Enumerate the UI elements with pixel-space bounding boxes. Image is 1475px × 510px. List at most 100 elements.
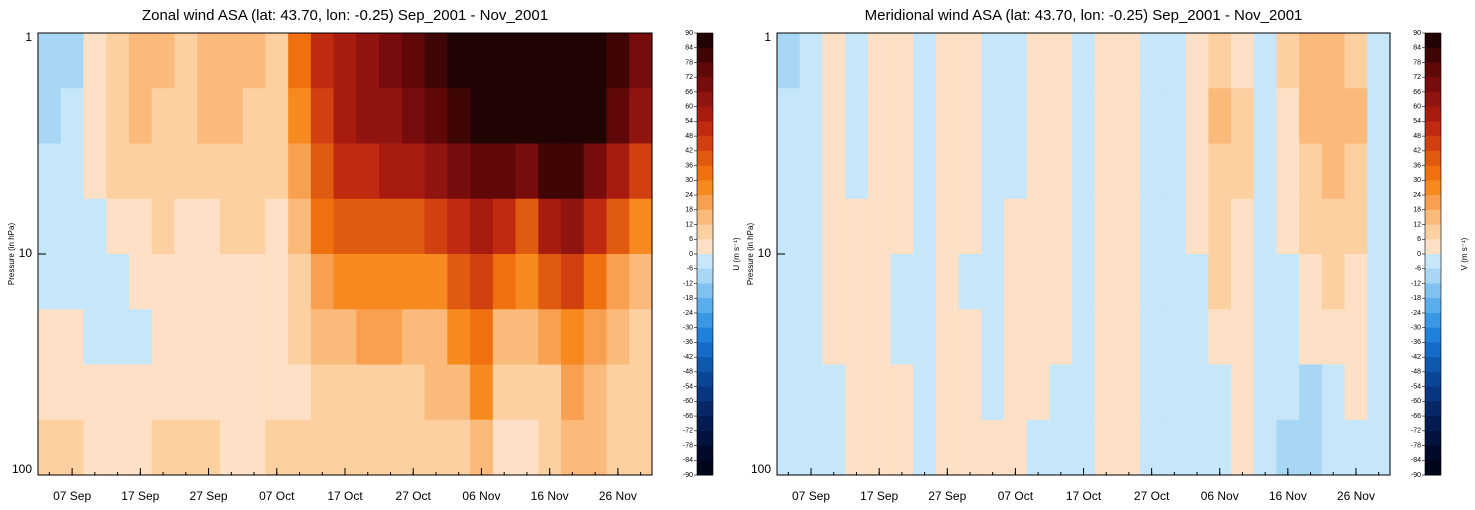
colorbar-tick-label: -90 [1411,472,1421,479]
colorbar-tick-label: -30 [683,325,693,332]
contour-cell [890,143,914,200]
contour-cell [981,419,1005,476]
contour-cell [799,419,824,476]
contour-cell [913,309,937,366]
contour-cell [1253,198,1278,255]
contour-cell [265,309,289,366]
colorbar-label: V (m s⁻¹) [1460,237,1469,270]
contour-cell [401,198,426,255]
contour-cell [538,88,562,145]
contour-cell [629,364,653,421]
contour-cell [1094,143,1119,200]
contour-cell [83,364,107,421]
contour-cell [1162,33,1187,89]
colorbar-tick-label: 78 [685,59,693,66]
contour-cell [845,143,869,200]
contour-cell [777,88,801,145]
colorbar-tick-label: -90 [683,472,693,479]
contour-cell [106,364,130,421]
contour-cell [1004,419,1028,476]
contour-cell [1117,309,1141,366]
x-tick-label: 17 Sep [121,489,159,503]
contour-cell [106,309,130,366]
contour-cell [822,143,846,200]
contour-cell [174,143,198,200]
contour-cell [265,143,289,200]
colorbar-tick-label: -54 [683,383,693,390]
contour-cell [1117,254,1141,310]
contour-cell [1094,309,1119,366]
contour-cell [890,88,914,145]
contour-cell [1026,419,1051,476]
colorbar-box [1425,209,1441,226]
contour-cell [379,143,403,200]
contour-cell [515,419,539,476]
contour-cell [447,198,471,255]
contour-cell [1026,364,1051,421]
x-tick-label: 16 Nov [531,489,569,503]
contour-cell [913,143,937,200]
contour-cell [515,254,539,310]
colorbar-box [1425,312,1441,329]
contour-cell [128,254,153,310]
colorbar-tick-label: -48 [683,369,693,376]
contour-cell [310,198,335,255]
contour-cell [151,419,176,476]
contour-cell [538,198,562,255]
x-tick-label: 27 Sep [190,489,228,503]
contour-cell [1344,33,1368,89]
contour-cell [1299,143,1323,200]
colorbar-box [1425,239,1441,255]
contour-cell [1049,88,1073,145]
colorbar-tick-label: 48 [685,133,693,140]
contour-cell [629,419,653,476]
colorbar-tick-label: 60 [1413,104,1421,111]
contour-cell [151,254,176,310]
contour-cell [958,198,982,255]
colorbar-tick-label: 42 [685,148,693,155]
contour-cell [288,309,312,366]
contour-cell [1321,254,1346,310]
contour-cell [561,419,585,476]
contour-cell [1208,309,1232,366]
contour-cell [1117,33,1141,89]
colorbar-box [697,371,713,388]
colorbar-box [1425,136,1441,152]
contour-cell [629,143,653,200]
contour-cell [1276,33,1300,89]
contour-cell [106,419,130,476]
colorbar-tick-label: -24 [1411,310,1421,317]
contour-cell [1299,254,1323,310]
colorbar-box [1425,106,1441,122]
x-tick-label: 16 Nov [1269,489,1307,503]
contour-cell [333,364,357,421]
contour-cell [515,309,539,366]
colorbar-tick-label: 72 [685,74,693,81]
contour-cell [890,309,914,366]
colorbar-box [697,77,713,93]
contour-cell [174,364,198,421]
contour-cell [447,143,471,200]
contour-cell [845,254,869,310]
colorbar-tick-label: -66 [683,413,693,420]
colorbar-tick-label: -42 [1411,354,1421,361]
contour-cell [333,419,357,476]
contour-cell [1049,364,1073,421]
contour-cell [1162,143,1187,200]
contour-cell [174,254,198,310]
contour-cell [492,309,517,366]
contour-cell [913,254,937,310]
contour-cell [356,33,380,89]
contour-cell [1231,88,1255,145]
contour-cell [356,419,380,476]
contour-cell [561,364,585,421]
contour-cell [1344,309,1368,366]
contour-cell [822,254,846,310]
contour-cell [219,88,244,145]
contour-cell [1276,309,1300,366]
contour-cell [1049,254,1073,310]
contour-cell [1253,419,1278,476]
contour-cell [1276,254,1300,310]
contour-cell [981,33,1005,89]
contour-cell [288,33,312,89]
